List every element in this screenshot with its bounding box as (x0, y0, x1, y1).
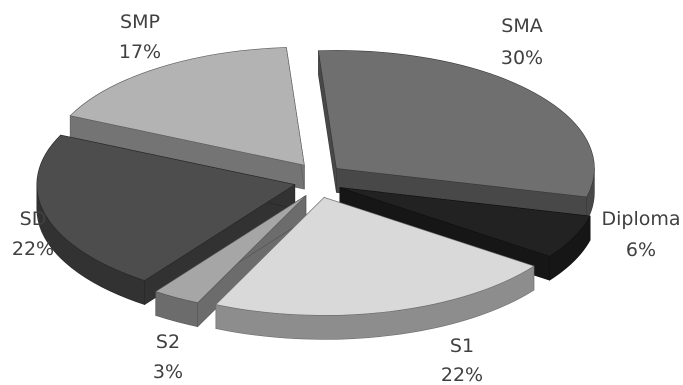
label-sd-name: SD (20, 208, 47, 230)
label-sd-percent: 22% (12, 238, 54, 260)
pie-slice-top (155, 195, 307, 304)
pie-slice-top (339, 187, 591, 257)
pie-slice-s2 (155, 194, 307, 328)
pie-slice-top (36, 134, 296, 281)
pie-slice-s1 (215, 196, 535, 340)
pie-slices (36, 47, 595, 340)
pie-slice-smp (69, 47, 305, 190)
label-s2-name: S2 (156, 331, 180, 353)
label-smp-percent: 17% (119, 41, 161, 63)
label-s1-name: S1 (450, 335, 474, 357)
label-sma-percent: 30% (501, 47, 543, 69)
label-diploma-percent: 6% (626, 239, 656, 261)
label-s1-percent: 22% (441, 364, 483, 385)
label-s2-percent: 3% (153, 361, 183, 383)
label-diploma-name: Diploma (601, 208, 680, 230)
pie-slice-top (318, 50, 595, 198)
pie-slice-top (215, 197, 535, 316)
label-sma-name: SMA (501, 15, 542, 37)
label-smp-name: SMP (120, 11, 160, 33)
pie-slice-sma (318, 50, 595, 222)
pie-slice-top (69, 47, 305, 166)
